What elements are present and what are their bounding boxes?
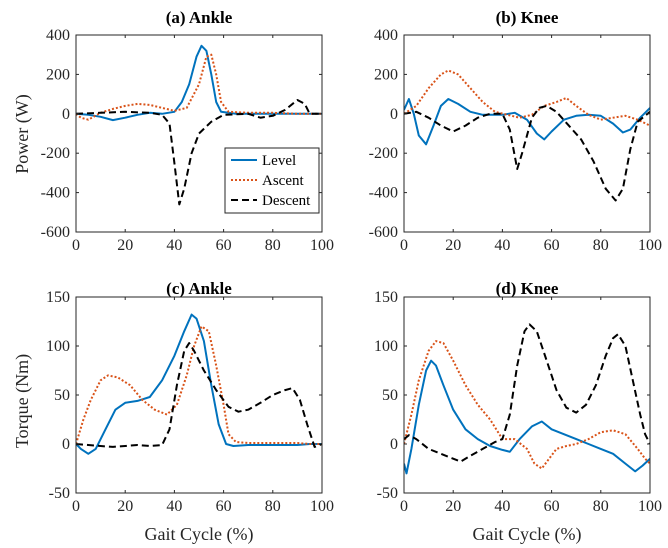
panel-c-ytick-label: 0: [62, 436, 70, 453]
panel-c-series-ascent: [76, 325, 322, 445]
panel-d-series-ascent: [404, 340, 650, 470]
panel-c-xlabel: Gait Cycle (%): [145, 524, 254, 545]
panel-c-xtick-label: 100: [310, 498, 334, 515]
panel-b-ytick-label: 400: [374, 27, 398, 44]
panel-d-xtick-label: 40: [494, 498, 510, 515]
panel-d-xtick-label: 100: [638, 498, 662, 515]
panel-a-ytick-label: 0: [62, 106, 70, 123]
panel-a-plot: 0 20 40 60 80 100 -600 -400 -200 0 200 400: [41, 27, 334, 254]
panel-c-series-level: [76, 313, 322, 455]
panel-b-ytick-label: -600: [369, 224, 398, 241]
legend: Level Ascent Descent: [224, 147, 320, 214]
panel-d-ytick-label: -50: [377, 485, 398, 502]
panel-b-ytick-label: 0: [390, 106, 398, 123]
panel-d-xtick-label: 20: [445, 498, 461, 515]
panel-a-ytick-label: -400: [41, 185, 70, 202]
panel-b-xtick-label: 40: [494, 237, 510, 254]
panel-c-xtick-label: 60: [216, 498, 232, 515]
panel-a-xtick-label: 60: [216, 237, 232, 254]
panel-b-ytick-label: 200: [374, 66, 398, 83]
panel-a-ytick-label: -200: [41, 145, 70, 162]
panel-b-xtick-label: 100: [638, 237, 662, 254]
panel-d-xtick-label: 60: [544, 498, 560, 515]
panel-b-series-descent: [404, 104, 650, 202]
panel-a-series-descent: [76, 99, 322, 206]
panel-c-title: (c) Ankle: [166, 279, 232, 298]
panel-b-title: (b) Knee: [496, 8, 559, 27]
panel-d-xtick-label: 80: [593, 498, 609, 515]
panel-b-xtick-label: 0: [400, 237, 408, 254]
panel-b-series-ascent: [404, 69, 650, 127]
panel-c-ytick-label: -50: [49, 485, 70, 502]
panel-d-ytick-label: 0: [390, 436, 398, 453]
panel-a-xtick-label: 20: [117, 237, 133, 254]
panel-c-xtick-label: 20: [117, 498, 133, 515]
panel-a-xtick-label: 80: [265, 237, 281, 254]
panel-a-axes: [75, 34, 323, 233]
panel-c-series-descent: [76, 342, 322, 448]
panel-a-ytick-label: 400: [46, 27, 70, 44]
panel-b-plot: 0 20 40 60 80 100 -600 -400 -200 0 200 400: [369, 27, 662, 254]
panel-a-ytick-label: -600: [41, 224, 70, 241]
panel-c-xtick-label: 0: [72, 498, 80, 515]
legend-label-descent: Descent: [262, 193, 311, 209]
panel-b-xtick-label: 20: [445, 237, 461, 254]
panel-b-series-level: [404, 98, 650, 146]
panel-d-xlabel: Gait Cycle (%): [473, 524, 582, 545]
panel-a-ytick-label: 200: [46, 66, 70, 83]
panel-c-ankle-torque: (c) Ankle Torque (Nm) Gait Cycle (%) 0 20…: [12, 279, 334, 545]
panel-b-ytick-label: -200: [369, 145, 398, 162]
panel-c-ytick-label: 150: [46, 289, 70, 306]
panel-a-xtick-label: 40: [166, 237, 182, 254]
panel-d-title: (d) Knee: [496, 279, 559, 298]
panel-d-series-level: [404, 359, 650, 475]
panel-b-ytick-label: -400: [369, 185, 398, 202]
panel-d-ytick-label: 150: [374, 289, 398, 306]
panel-c-ylabel: Torque (Nm): [12, 354, 33, 448]
panel-c-xtick-label: 80: [265, 498, 281, 515]
panel-d-ytick-label: 100: [374, 338, 398, 355]
panel-a-ankle-power: (a) Ankle Power (W) 0 20 40 60 80 100 -600 -400…: [12, 8, 334, 254]
panel-b-axes: [403, 34, 651, 233]
panel-d-axes: [403, 296, 651, 494]
panel-d-knee-torque: (d) Knee Gait Cycle (%) 0 20 40 60 80 100-500…: [374, 279, 662, 545]
panel-a-ylabel: Power (W): [12, 94, 33, 173]
panel-d-xtick-label: 0: [400, 498, 408, 515]
panel-a-series-level: [76, 44, 322, 122]
panel-b-xtick-label: 80: [593, 237, 609, 254]
panel-c-xtick-label: 40: [166, 498, 182, 515]
panel-d-series-descent: [404, 323, 650, 463]
panel-a-title: (a) Ankle: [166, 8, 233, 27]
panel-b-xtick-label: 60: [544, 237, 560, 254]
panel-c-ytick-label: 100: [46, 338, 70, 355]
panel-a-series-ascent: [76, 53, 322, 121]
legend-label-ascent: Ascent: [262, 173, 304, 189]
panel-d-ytick-label: 50: [382, 387, 398, 404]
panel-a-xtick-label: 0: [72, 237, 80, 254]
panel-a-xtick-label: 100: [310, 237, 334, 254]
legend-label-level: Level: [262, 153, 296, 169]
panel-b-knee-power: (b) Knee 0 20 40 60 80 100 -600 -400 -200 0 200 400: [369, 8, 662, 254]
panel-c-ytick-label: 50: [54, 387, 70, 404]
